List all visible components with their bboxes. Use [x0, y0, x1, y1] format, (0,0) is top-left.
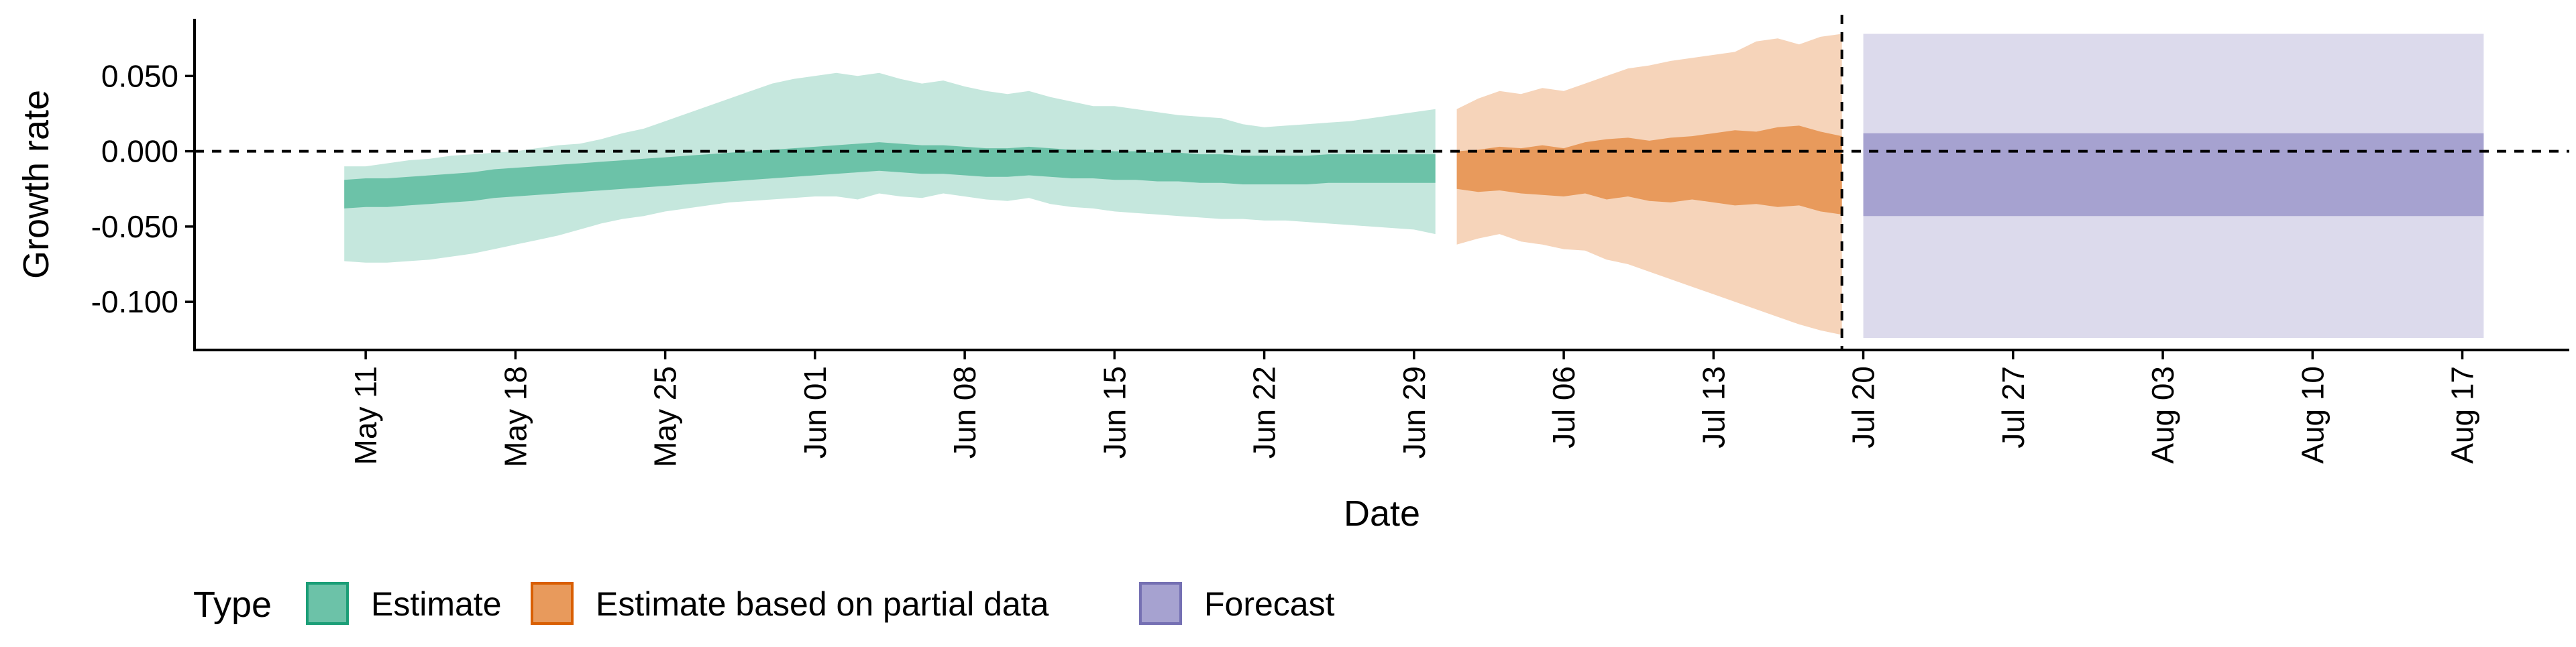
legend-label: Forecast	[1204, 585, 1335, 623]
legend-key	[531, 582, 574, 625]
x-tick-label: Jun 29	[1397, 366, 1432, 459]
y-tick-label: 0.050	[101, 58, 178, 93]
x-tick-label: Jun 01	[798, 366, 833, 459]
x-tick-label: Jun 22	[1247, 366, 1282, 459]
legend-key	[306, 582, 349, 625]
y-tick-label: -0.050	[91, 209, 178, 244]
legend: Type Estimate Estimate based on partial da…	[193, 582, 1335, 625]
legend-title: Type	[193, 585, 272, 625]
x-tick-label: Jul 27	[1996, 366, 2031, 449]
ribbon-layer	[344, 34, 2484, 338]
x-tick-label: Aug 03	[2145, 366, 2180, 464]
legend-key	[1139, 582, 1182, 625]
legend-label: Estimate	[371, 585, 502, 623]
x-tick-label: Jun 08	[947, 366, 982, 459]
x-axis-title: Date	[1344, 493, 1420, 534]
reference-lines	[195, 15, 2569, 350]
estimate-based-on-partial-data-inner-band	[1456, 125, 1842, 215]
x-tick-label: Aug 10	[2295, 366, 2330, 464]
x-tick-label: May 11	[348, 366, 383, 465]
legend-label: Estimate based on partial data	[596, 585, 1049, 623]
x-tick-label: Jul 20	[1846, 366, 1881, 449]
axes: 0.050 0.000 -0.050 -0.100 May 11 May 18 May 25…	[16, 19, 2569, 534]
x-tick-label: Jun 15	[1097, 366, 1132, 459]
x-tick-label: May 25	[648, 366, 683, 467]
forecast-inner-band	[1863, 133, 2484, 217]
y-axis-title: Growth rate	[16, 90, 56, 279]
x-tick-label: Jul 13	[1696, 366, 1731, 449]
y-tick-label: 0.000	[101, 134, 178, 169]
x-tick-label: Jul 06	[1546, 366, 1581, 449]
estimate-inner-band	[344, 142, 1436, 209]
x-tick-label: May 18	[498, 366, 533, 467]
x-tick-label: Aug 17	[2445, 366, 2480, 464]
y-tick-label: -0.100	[91, 284, 178, 319]
